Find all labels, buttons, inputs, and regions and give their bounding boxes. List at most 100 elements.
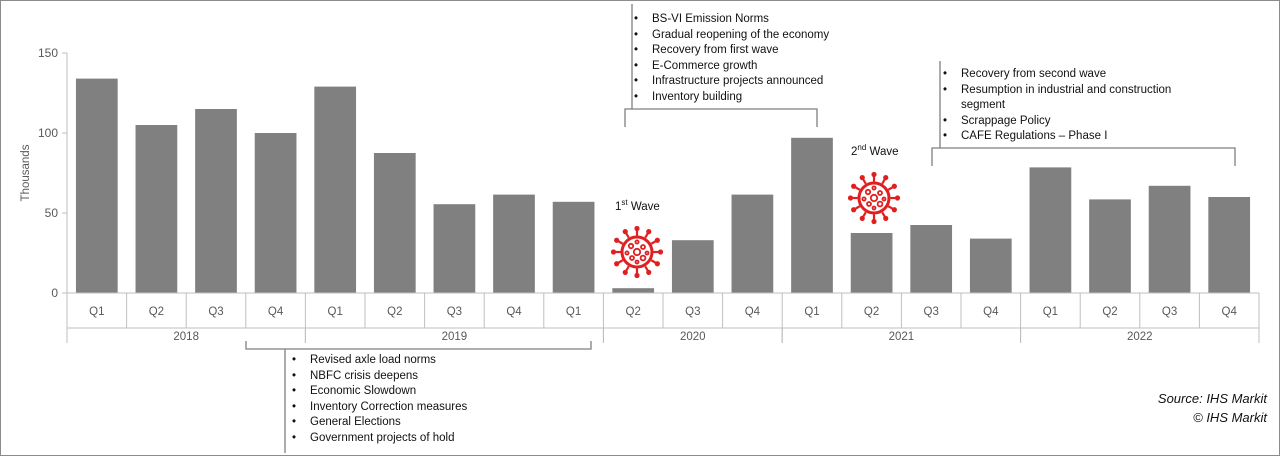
virus-spike-tip <box>871 171 877 178</box>
virus-dot <box>629 255 635 261</box>
source-note: Source: IHS Markit © IHS Markit <box>1158 389 1267 427</box>
x-tick-label: Q3 <box>685 306 700 318</box>
year-label: 2019 <box>442 331 468 343</box>
x-tick-label: Q2 <box>626 306 641 318</box>
bracket-2021 <box>931 61 1236 166</box>
bar <box>910 225 953 293</box>
virus-spike-tip <box>634 272 640 279</box>
bar <box>791 137 833 293</box>
x-tick-label: Q1 <box>89 306 104 318</box>
virus-dot <box>640 244 646 250</box>
bar <box>135 125 178 293</box>
bar <box>552 201 595 293</box>
virus-spike-tip <box>657 249 664 255</box>
virus-spike-tip <box>883 175 889 181</box>
x-tick-label: Q4 <box>983 306 999 318</box>
virus-dot <box>634 239 640 245</box>
year-label: 2021 <box>889 331 915 343</box>
bar <box>850 233 893 293</box>
y-tick-label: 50 <box>45 206 59 220</box>
virus-dot <box>876 200 884 208</box>
virus-dot <box>639 254 647 262</box>
x-tick-label: Q4 <box>1222 306 1238 318</box>
virus-icon <box>847 171 901 225</box>
annotation-item: Infrastructure projects announced <box>633 74 873 90</box>
virus-spike-tip <box>654 237 660 243</box>
bar <box>1089 199 1131 293</box>
virus-spike-tip <box>859 175 865 181</box>
bar <box>1148 185 1191 293</box>
y-axis-title: Thousands <box>20 144 32 201</box>
bar <box>254 133 297 293</box>
x-tick-label: Q3 <box>924 306 939 318</box>
year-label: 2022 <box>1127 331 1153 343</box>
x-tick-label: Q3 <box>1162 306 1177 318</box>
bar <box>75 78 118 293</box>
bar <box>1208 197 1251 293</box>
annotation-2021: Recovery from second waveResumption in i… <box>942 67 1197 145</box>
bar <box>969 238 1012 293</box>
x-tick-label: Q3 <box>208 306 223 318</box>
copyright-line: © IHS Markit <box>1193 410 1267 425</box>
year-label: 2018 <box>173 331 199 343</box>
y-tick-label: 100 <box>38 126 58 140</box>
annotation-item: Resumption in industrial and constructio… <box>942 83 1197 114</box>
virus-spike-tip <box>622 229 628 235</box>
bar <box>373 153 416 293</box>
year-label: 2020 <box>680 331 706 343</box>
virus-icon <box>610 225 664 279</box>
virus-spike-tip <box>614 237 620 243</box>
x-tick-label: Q4 <box>268 306 284 318</box>
virus-dot <box>866 201 872 207</box>
x-tick-label: Q2 <box>149 306 164 318</box>
bracket-2020 <box>624 4 818 127</box>
annotation-2019: Revised axle load normsNBFC crisis deepe… <box>291 353 531 447</box>
annotation-2020: BS-VI Emission NormsGradual reopening of… <box>633 12 873 106</box>
virus-spike-tip <box>646 229 652 235</box>
virus-dot <box>624 250 630 256</box>
annotation-item: Inventory building <box>633 90 873 106</box>
virus-spike-tip <box>847 195 854 201</box>
virus-spike-tip <box>646 269 652 275</box>
second-wave-label: 2nd Wave <box>851 143 899 159</box>
virus-spike-tip <box>883 215 889 221</box>
bar <box>731 194 774 293</box>
annotation-item: Government projects of hold <box>291 431 531 447</box>
x-tick-label: Q3 <box>447 306 462 318</box>
bar <box>314 86 357 293</box>
virus-dot <box>861 196 867 202</box>
bar <box>671 240 714 293</box>
annotation-item: Gradual reopening of the economy <box>633 28 873 44</box>
virus-spike-tip <box>622 269 628 275</box>
virus-spike-tip <box>871 218 877 225</box>
x-tick-label: Q1 <box>566 306 581 318</box>
annotation-item: Recovery from first wave <box>633 43 873 59</box>
x-tick-label: Q2 <box>387 306 402 318</box>
virus-dot <box>864 188 872 196</box>
virus-body <box>620 235 654 269</box>
bar <box>493 194 535 293</box>
virus-spike-tip <box>634 225 640 232</box>
x-tick-label: Q2 <box>864 306 879 318</box>
annotation-item: Scrappage Policy <box>942 114 1197 130</box>
virus-dot <box>627 242 635 250</box>
source-line: Source: IHS Markit <box>1157 391 1267 406</box>
virus-spike-tip <box>891 207 897 213</box>
x-tick-label: Q4 <box>745 306 761 318</box>
virus-spike-tip <box>891 183 897 189</box>
virus-spike-tip <box>894 195 901 201</box>
virus-dot <box>644 250 650 256</box>
annotation-item: General Elections <box>291 415 531 431</box>
annotation-item: Recovery from second wave <box>942 67 1197 83</box>
virus-spike-tip <box>851 207 857 213</box>
virus-dot <box>877 190 883 196</box>
annotation-item: Economic Slowdown <box>291 384 531 400</box>
virus-dot <box>632 247 642 257</box>
first-wave-label: 1st Wave <box>615 198 660 214</box>
virus-dot <box>881 196 887 202</box>
x-tick-label: Q2 <box>1102 306 1117 318</box>
virus-body <box>857 181 891 215</box>
y-tick-label: 150 <box>38 46 58 60</box>
